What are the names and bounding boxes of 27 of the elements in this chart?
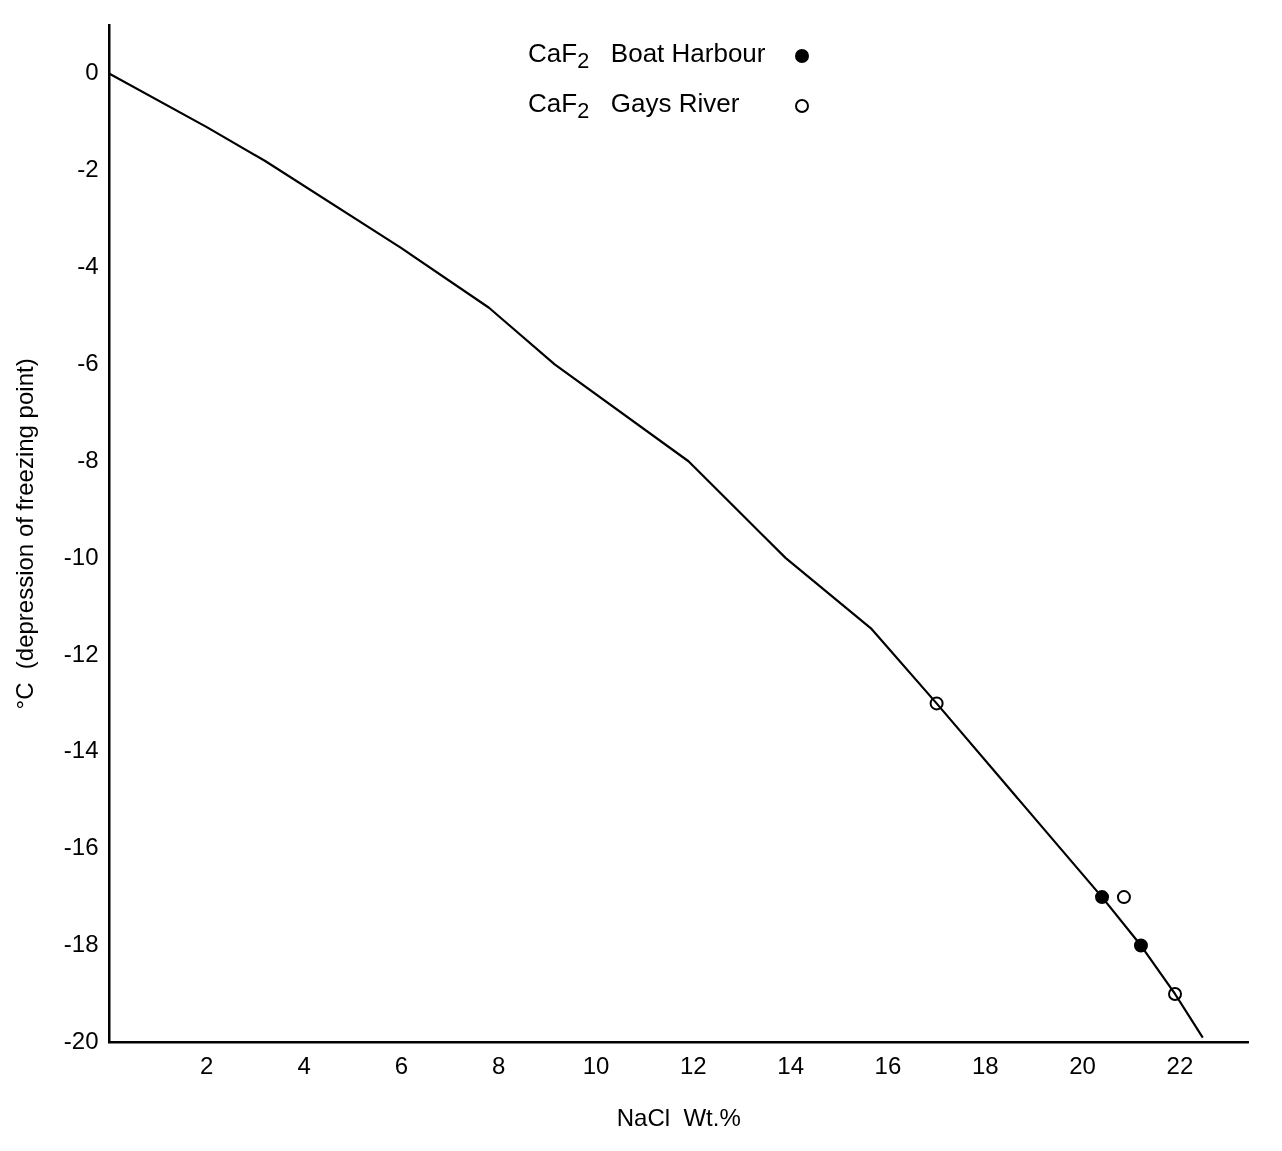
x-tick-label: 8 bbox=[492, 1052, 506, 1080]
y-tick-label: -20 bbox=[63, 1027, 99, 1055]
x-tick-label: 2 bbox=[200, 1052, 214, 1080]
x-tick-label: 12 bbox=[679, 1052, 707, 1080]
y-tick-label: -14 bbox=[63, 736, 99, 764]
y-tick-label: -4 bbox=[77, 252, 99, 280]
x-tick-label: 22 bbox=[1166, 1052, 1194, 1080]
x-tick-label: 18 bbox=[971, 1052, 999, 1080]
x-tick-label: 20 bbox=[1069, 1052, 1096, 1080]
point bbox=[1116, 890, 1131, 905]
y-tick-label: -12 bbox=[63, 639, 99, 667]
x-tick-label: 6 bbox=[394, 1052, 409, 1080]
y-tick-label: -10 bbox=[63, 542, 99, 570]
y-tick-label: -8 bbox=[77, 445, 99, 473]
y-tick-label: -6 bbox=[77, 349, 99, 377]
x-axis-title: NaCl Wt.% bbox=[616, 1104, 741, 1132]
x-tick-label: 16 bbox=[874, 1052, 902, 1080]
y-tick-label: -18 bbox=[63, 930, 99, 958]
y-axis-title: °C (depression of freezing point) bbox=[11, 358, 39, 710]
x-tick-label: 10 bbox=[582, 1052, 610, 1080]
x-tick-label: 14 bbox=[777, 1052, 804, 1080]
x-tick-label: 4 bbox=[297, 1052, 311, 1080]
y-tick-label: -2 bbox=[77, 155, 99, 183]
y-tick-label: 0 bbox=[85, 58, 99, 86]
y-tick-label: -16 bbox=[63, 833, 99, 861]
legend-label: CaF$_{2}$ Boat Harbour bbox=[528, 38, 766, 75]
legend-label: CaF$_{2}$ Gays River bbox=[528, 88, 741, 125]
